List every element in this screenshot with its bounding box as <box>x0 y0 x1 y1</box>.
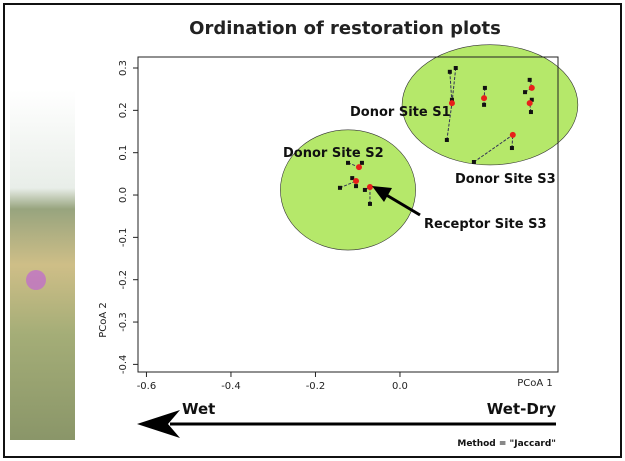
plot-point <box>445 138 449 142</box>
plot-point <box>523 90 527 94</box>
plot-point <box>472 160 476 164</box>
x-tick-label: -0.2 <box>306 381 326 392</box>
annotation: Donor Site S1 <box>350 105 451 120</box>
annotation: Receptor Site S3 <box>424 217 547 232</box>
y-tick-label: -0.3 <box>118 312 129 332</box>
y-tick-label: 0.3 <box>118 60 129 76</box>
y-tick-label: 0.0 <box>118 187 129 203</box>
centroid <box>481 95 487 101</box>
y-tick-label: -0.4 <box>118 355 129 375</box>
y-tick-label: 0.2 <box>118 102 129 118</box>
plot-point <box>482 103 486 107</box>
centroid <box>367 184 373 190</box>
x-tick-label: 0.0 <box>392 381 408 392</box>
y-tick-label: -0.1 <box>118 228 129 248</box>
x-tick-label: -0.4 <box>221 381 241 392</box>
plot-point <box>528 78 532 82</box>
gradient-label: Wet <box>182 400 215 418</box>
centroid <box>529 85 535 91</box>
plot-point <box>454 66 458 70</box>
plot-point <box>448 70 452 74</box>
slide: Ordination of restoration plots -0.6 -0.4… <box>0 0 625 461</box>
y-axis-label: PCoA 2 <box>98 302 109 338</box>
centroid <box>527 100 533 106</box>
centroid <box>510 132 516 138</box>
chart-title: Ordination of restoration plots <box>189 18 501 39</box>
plot-point <box>354 184 358 188</box>
plot-point <box>368 202 372 206</box>
y-tick-label: -0.2 <box>118 270 129 290</box>
annotation: Donor Site S2 <box>283 146 384 161</box>
gradient-label: Wet-Dry <box>487 400 556 418</box>
flower <box>26 270 46 290</box>
annotation: Donor Site S3 <box>455 172 556 187</box>
x-tick-label: -0.6 <box>137 381 157 392</box>
centroid <box>356 164 362 170</box>
plot-point <box>360 161 364 165</box>
plot-point <box>346 161 350 165</box>
x-axis-label: PCoA 1 <box>517 378 553 389</box>
y-tick-label: 0.1 <box>118 145 129 161</box>
plot-point <box>363 188 367 192</box>
plot-point <box>483 86 487 90</box>
photo-strip <box>10 90 75 440</box>
centroid <box>353 178 359 184</box>
plot-point <box>338 186 342 190</box>
plot-point <box>529 110 533 114</box>
method-note: Method = "Jaccard" <box>457 439 556 449</box>
plot-point <box>510 146 514 150</box>
